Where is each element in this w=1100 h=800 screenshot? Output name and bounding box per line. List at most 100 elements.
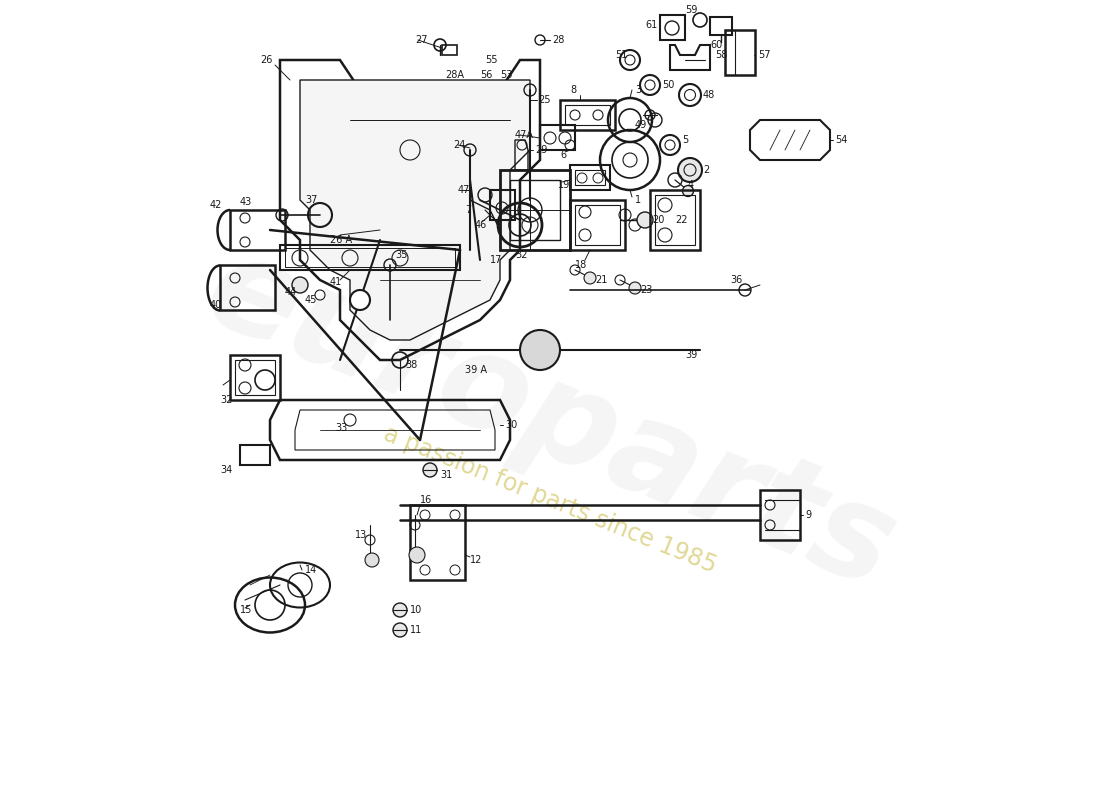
Text: 34: 34	[220, 465, 232, 475]
Text: 3: 3	[635, 85, 641, 95]
Bar	[442, 45, 456, 55]
Text: 58: 58	[715, 50, 727, 60]
Text: 44: 44	[285, 287, 297, 297]
Bar	[560, 100, 615, 130]
Text: 39: 39	[685, 350, 697, 360]
Text: 50: 50	[662, 80, 674, 90]
Text: 29: 29	[535, 145, 548, 155]
Text: 7: 7	[465, 205, 471, 215]
Text: 23: 23	[640, 285, 652, 295]
Text: 33: 33	[336, 423, 348, 433]
Circle shape	[393, 623, 407, 637]
Bar	[565, 105, 610, 125]
Text: 21: 21	[595, 275, 607, 285]
Circle shape	[424, 463, 437, 477]
Circle shape	[584, 272, 596, 284]
Text: 35: 35	[395, 250, 407, 260]
Text: 28: 28	[552, 35, 564, 45]
Circle shape	[629, 282, 641, 294]
Bar	[760, 490, 800, 540]
Text: 13: 13	[355, 530, 367, 540]
Circle shape	[350, 290, 370, 310]
Text: 49: 49	[635, 120, 647, 130]
Text: 45: 45	[305, 295, 318, 305]
Text: 48: 48	[703, 90, 715, 100]
Circle shape	[292, 277, 308, 293]
Bar	[500, 170, 570, 250]
Text: 14: 14	[305, 565, 317, 575]
Bar	[570, 165, 611, 190]
Text: 46: 46	[475, 220, 487, 230]
Text: 24: 24	[453, 140, 465, 150]
Text: 9: 9	[805, 510, 811, 520]
Text: 42: 42	[210, 200, 222, 210]
Circle shape	[678, 158, 702, 182]
Text: 26: 26	[260, 55, 273, 65]
Text: 59: 59	[685, 5, 697, 15]
Text: 47: 47	[458, 185, 471, 195]
Text: 41: 41	[330, 277, 342, 287]
Text: 1: 1	[635, 195, 641, 205]
Text: 10: 10	[410, 605, 422, 615]
Text: 4: 4	[688, 180, 694, 190]
Bar	[725, 30, 755, 75]
Circle shape	[409, 547, 425, 563]
Text: 39 A: 39 A	[465, 365, 487, 375]
Text: 53: 53	[500, 70, 513, 80]
Text: 11: 11	[410, 625, 422, 635]
Text: 51: 51	[615, 50, 627, 60]
Bar	[650, 190, 700, 250]
Bar	[280, 245, 460, 270]
Polygon shape	[300, 80, 530, 340]
Text: 2: 2	[703, 165, 710, 175]
Bar	[575, 205, 620, 245]
Text: 47A: 47A	[515, 130, 534, 140]
Text: a passion for parts since 1985: a passion for parts since 1985	[379, 422, 720, 578]
Bar	[220, 265, 275, 310]
Text: 57: 57	[758, 50, 770, 60]
Text: 37: 37	[305, 195, 318, 205]
Text: 25: 25	[538, 95, 550, 105]
Bar	[490, 190, 515, 220]
Text: 20: 20	[652, 215, 664, 225]
Text: europarts: europarts	[188, 225, 912, 615]
Text: 28A: 28A	[446, 70, 464, 80]
Text: 27: 27	[415, 35, 428, 45]
Bar	[710, 17, 732, 35]
Text: 5: 5	[682, 135, 689, 145]
Text: 31: 31	[440, 470, 452, 480]
Text: 16: 16	[420, 495, 432, 505]
Bar	[570, 200, 625, 250]
Text: 6: 6	[560, 150, 566, 160]
Text: 15: 15	[240, 605, 252, 615]
Text: 61: 61	[645, 20, 658, 30]
Bar	[654, 195, 695, 245]
Text: 36: 36	[730, 275, 743, 285]
Text: 19: 19	[558, 180, 570, 190]
Bar	[575, 170, 605, 185]
Text: 17: 17	[490, 255, 503, 265]
Bar	[660, 15, 685, 40]
Text: 12: 12	[470, 555, 483, 565]
Text: 18: 18	[575, 260, 587, 270]
Bar	[410, 505, 465, 580]
Text: 26 A: 26 A	[330, 235, 352, 245]
Bar	[510, 180, 560, 240]
Text: 43: 43	[240, 197, 252, 207]
Circle shape	[365, 553, 380, 567]
Bar	[230, 210, 285, 250]
Circle shape	[637, 212, 653, 228]
Bar	[240, 445, 270, 465]
Bar	[235, 360, 275, 395]
Text: 54: 54	[835, 135, 847, 145]
Text: 40: 40	[210, 300, 222, 310]
Bar	[230, 355, 280, 400]
Circle shape	[520, 330, 560, 370]
Text: 55: 55	[485, 55, 497, 65]
Circle shape	[682, 186, 693, 197]
Bar	[540, 125, 575, 150]
Text: 52: 52	[515, 250, 528, 260]
Text: 8: 8	[570, 85, 576, 95]
Text: 22: 22	[675, 215, 688, 225]
Text: 60: 60	[710, 40, 723, 50]
